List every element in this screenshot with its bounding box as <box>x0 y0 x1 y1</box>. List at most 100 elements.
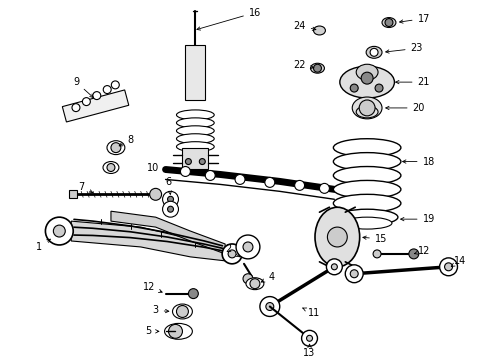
Ellipse shape <box>176 126 214 136</box>
Ellipse shape <box>107 141 124 154</box>
Ellipse shape <box>314 207 359 267</box>
Ellipse shape <box>310 63 324 73</box>
Text: 2: 2 <box>224 244 240 257</box>
Circle shape <box>349 84 357 92</box>
Ellipse shape <box>313 26 325 35</box>
Circle shape <box>167 196 173 202</box>
Ellipse shape <box>333 139 400 157</box>
Text: 12: 12 <box>142 282 162 292</box>
Text: 7: 7 <box>78 183 93 193</box>
Ellipse shape <box>339 66 394 98</box>
Polygon shape <box>111 211 224 254</box>
Ellipse shape <box>355 106 377 118</box>
Circle shape <box>162 192 178 207</box>
Text: 18: 18 <box>402 157 434 167</box>
Circle shape <box>82 98 90 105</box>
Circle shape <box>264 177 274 187</box>
Text: 3: 3 <box>152 306 168 315</box>
Circle shape <box>294 180 304 190</box>
Circle shape <box>176 306 188 318</box>
Circle shape <box>361 72 372 84</box>
Text: 20: 20 <box>385 103 424 113</box>
Circle shape <box>185 158 191 165</box>
Text: 6: 6 <box>165 177 171 194</box>
Ellipse shape <box>176 134 214 144</box>
Circle shape <box>243 242 252 252</box>
Ellipse shape <box>245 278 264 290</box>
Text: 16: 16 <box>197 8 261 30</box>
Circle shape <box>72 104 80 112</box>
Circle shape <box>306 335 312 341</box>
Text: 23: 23 <box>385 43 422 53</box>
Text: 12: 12 <box>414 246 429 256</box>
Circle shape <box>222 244 242 264</box>
Polygon shape <box>62 90 128 122</box>
Circle shape <box>243 274 252 284</box>
Ellipse shape <box>381 18 395 27</box>
Bar <box>185 45 205 100</box>
Text: 24: 24 <box>293 21 315 31</box>
Circle shape <box>236 235 259 259</box>
Ellipse shape <box>355 64 377 80</box>
Circle shape <box>149 188 161 200</box>
Polygon shape <box>71 221 224 261</box>
Circle shape <box>301 330 317 346</box>
Circle shape <box>103 86 111 94</box>
Circle shape <box>331 264 337 270</box>
Ellipse shape <box>103 162 119 174</box>
Text: 19: 19 <box>400 214 434 224</box>
Circle shape <box>345 265 363 283</box>
Text: 15: 15 <box>362 234 386 244</box>
Circle shape <box>205 171 215 180</box>
Text: 22: 22 <box>293 60 313 70</box>
Text: 9: 9 <box>73 77 93 98</box>
Circle shape <box>45 217 73 245</box>
Ellipse shape <box>342 217 391 229</box>
Circle shape <box>374 84 382 92</box>
Text: 11: 11 <box>302 308 320 319</box>
Text: 4: 4 <box>261 272 274 282</box>
Circle shape <box>235 175 244 184</box>
Ellipse shape <box>164 323 192 339</box>
Bar <box>69 190 77 198</box>
Ellipse shape <box>336 209 397 225</box>
Circle shape <box>408 249 418 259</box>
Circle shape <box>107 163 115 171</box>
Text: 21: 21 <box>395 77 429 87</box>
Ellipse shape <box>176 110 214 120</box>
Circle shape <box>349 270 357 278</box>
Circle shape <box>180 167 190 176</box>
Circle shape <box>313 64 321 72</box>
Circle shape <box>326 259 342 275</box>
Circle shape <box>259 297 279 316</box>
Ellipse shape <box>176 118 214 128</box>
Circle shape <box>227 250 236 258</box>
Circle shape <box>111 81 119 89</box>
Circle shape <box>168 324 182 338</box>
Text: 13: 13 <box>303 344 315 358</box>
Circle shape <box>199 158 205 165</box>
Circle shape <box>265 302 273 310</box>
Ellipse shape <box>351 97 381 119</box>
Text: 8: 8 <box>119 135 134 146</box>
Text: 14: 14 <box>450 256 466 266</box>
Ellipse shape <box>333 194 400 212</box>
Circle shape <box>439 258 457 276</box>
Circle shape <box>372 250 380 258</box>
Circle shape <box>359 100 374 116</box>
Ellipse shape <box>333 167 400 184</box>
Circle shape <box>111 143 121 153</box>
Circle shape <box>319 183 329 193</box>
Circle shape <box>444 263 451 271</box>
Circle shape <box>369 48 377 56</box>
Ellipse shape <box>333 180 400 198</box>
Circle shape <box>327 227 346 247</box>
Ellipse shape <box>172 304 192 319</box>
Circle shape <box>188 289 198 298</box>
Circle shape <box>167 206 173 212</box>
Ellipse shape <box>366 46 381 58</box>
Circle shape <box>249 279 259 289</box>
Circle shape <box>93 91 101 100</box>
Ellipse shape <box>176 142 214 152</box>
Text: 17: 17 <box>399 14 429 23</box>
